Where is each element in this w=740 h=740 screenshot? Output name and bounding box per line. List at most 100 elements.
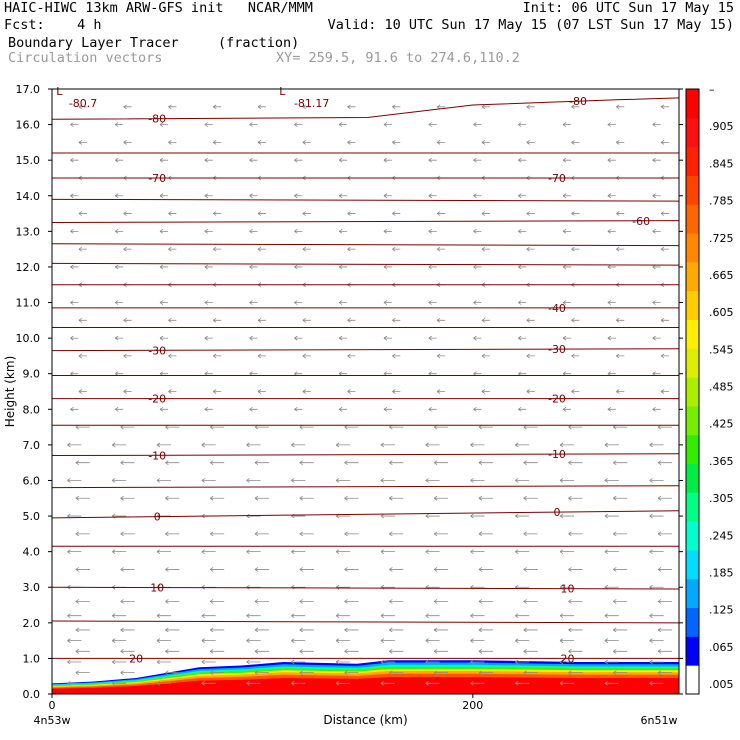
circulation-vector xyxy=(67,659,82,665)
circulation-vector xyxy=(291,478,306,483)
circulation-vector xyxy=(389,648,404,654)
circulation-vector xyxy=(246,659,261,665)
circulation-vector xyxy=(209,670,225,675)
circulation-vector xyxy=(616,389,625,394)
y-tick-label: 0.0 xyxy=(23,688,41,701)
circulation-vector xyxy=(165,627,180,633)
circulation-vector xyxy=(425,613,440,619)
circulation-vector xyxy=(75,670,90,675)
colorbar-swatch xyxy=(686,290,699,320)
annotation-label: -80.7 xyxy=(69,97,97,110)
circulation-vector xyxy=(425,549,440,554)
circulation-vector xyxy=(212,104,222,110)
circulation-vector xyxy=(204,300,213,305)
circulation-vector xyxy=(433,531,449,537)
circulation-vector xyxy=(616,317,625,323)
circulation-vector xyxy=(568,460,583,466)
colorbar-label: .305 xyxy=(709,492,734,505)
y-tick-label: 3.0 xyxy=(23,581,41,594)
circulation-vector xyxy=(249,229,258,234)
circulation-vector xyxy=(156,680,171,686)
circulation-vector xyxy=(75,460,90,466)
circulation-vector xyxy=(392,140,401,145)
contour-label: -70 xyxy=(148,172,166,185)
annotation-label: L xyxy=(279,85,286,98)
contour-label: -40 xyxy=(548,302,566,315)
circulation-vector xyxy=(518,335,527,341)
circulation-vector xyxy=(604,513,619,519)
circulation-vector xyxy=(114,335,124,341)
circulation-vector xyxy=(70,229,79,234)
colorbar-frame xyxy=(685,88,700,695)
circulation-vector xyxy=(428,300,437,305)
circulation-vector xyxy=(209,460,225,466)
circulation-vector xyxy=(246,549,261,554)
circulation-vector xyxy=(523,567,538,572)
circulation-vector xyxy=(515,638,530,643)
circulation-vector xyxy=(111,478,127,483)
circulation-vector xyxy=(607,264,616,270)
circulation-vector xyxy=(433,670,449,675)
circulation-vector xyxy=(571,104,580,110)
circulation-vector xyxy=(604,613,619,619)
circulation-vector xyxy=(338,264,348,270)
colorbar-label: .245 xyxy=(709,529,734,542)
circulation-vector xyxy=(389,627,404,633)
circulation-vector xyxy=(436,140,446,145)
circulation-vector xyxy=(291,680,306,686)
circulation-vector xyxy=(302,389,311,394)
circulation-vector xyxy=(67,638,82,643)
circulation-vector xyxy=(389,670,404,675)
circulation-vector xyxy=(165,599,180,604)
circulation-vector xyxy=(523,599,538,604)
circulation-vector xyxy=(111,638,127,643)
circulation-vector xyxy=(392,389,401,394)
circulation-vector xyxy=(562,406,572,412)
circulation-vector xyxy=(212,211,222,216)
circulation-vector xyxy=(344,531,359,537)
circulation-vector xyxy=(78,317,87,323)
circulation-vector xyxy=(481,317,490,323)
colorbar-label: .905 xyxy=(709,120,734,133)
circulation-vector xyxy=(425,442,440,448)
circulation-vector xyxy=(254,460,269,466)
circulation-vector xyxy=(518,300,527,305)
colorbar-label: .485 xyxy=(709,381,734,394)
contour-label: -30 xyxy=(548,343,566,356)
circulation-vector xyxy=(302,104,311,110)
circulation-vector xyxy=(392,353,401,359)
circulation-vector xyxy=(518,406,527,412)
circulation-vector xyxy=(433,648,449,654)
circulation-vector xyxy=(652,300,661,305)
circulation-vector xyxy=(428,229,437,234)
circulation-vector xyxy=(425,513,440,519)
contour-line xyxy=(51,348,680,352)
circulation-vector xyxy=(436,353,446,359)
circulation-vector xyxy=(123,317,132,323)
x-right-endpoint: 6n51w xyxy=(641,714,678,727)
circulation-vector xyxy=(380,659,395,665)
circulation-vector xyxy=(478,495,493,501)
circulation-vector xyxy=(344,648,359,654)
field-units: (fraction) xyxy=(218,35,300,51)
circulation-vector xyxy=(515,549,530,554)
circulation-vector xyxy=(168,104,177,110)
circulation-vector xyxy=(571,246,580,252)
circulation-vector xyxy=(389,495,404,501)
circulation-vector xyxy=(523,648,538,654)
circulation-vector xyxy=(249,264,258,270)
circulation-vector xyxy=(344,460,359,466)
contour-label: 10 xyxy=(560,583,574,596)
circulation-vector xyxy=(481,104,490,110)
circulation-vector xyxy=(526,353,535,359)
circulation-vector xyxy=(425,638,440,643)
y-tick-label: 1.0 xyxy=(23,652,41,665)
circulation-vector xyxy=(652,193,661,199)
circulation-vector xyxy=(607,229,616,234)
circulation-vector xyxy=(70,122,79,127)
circulation-vector xyxy=(660,389,670,394)
contour-line xyxy=(51,97,680,120)
contour-label: -20 xyxy=(148,393,166,406)
circulation-vector xyxy=(254,627,269,633)
circulation-vector xyxy=(67,442,82,448)
